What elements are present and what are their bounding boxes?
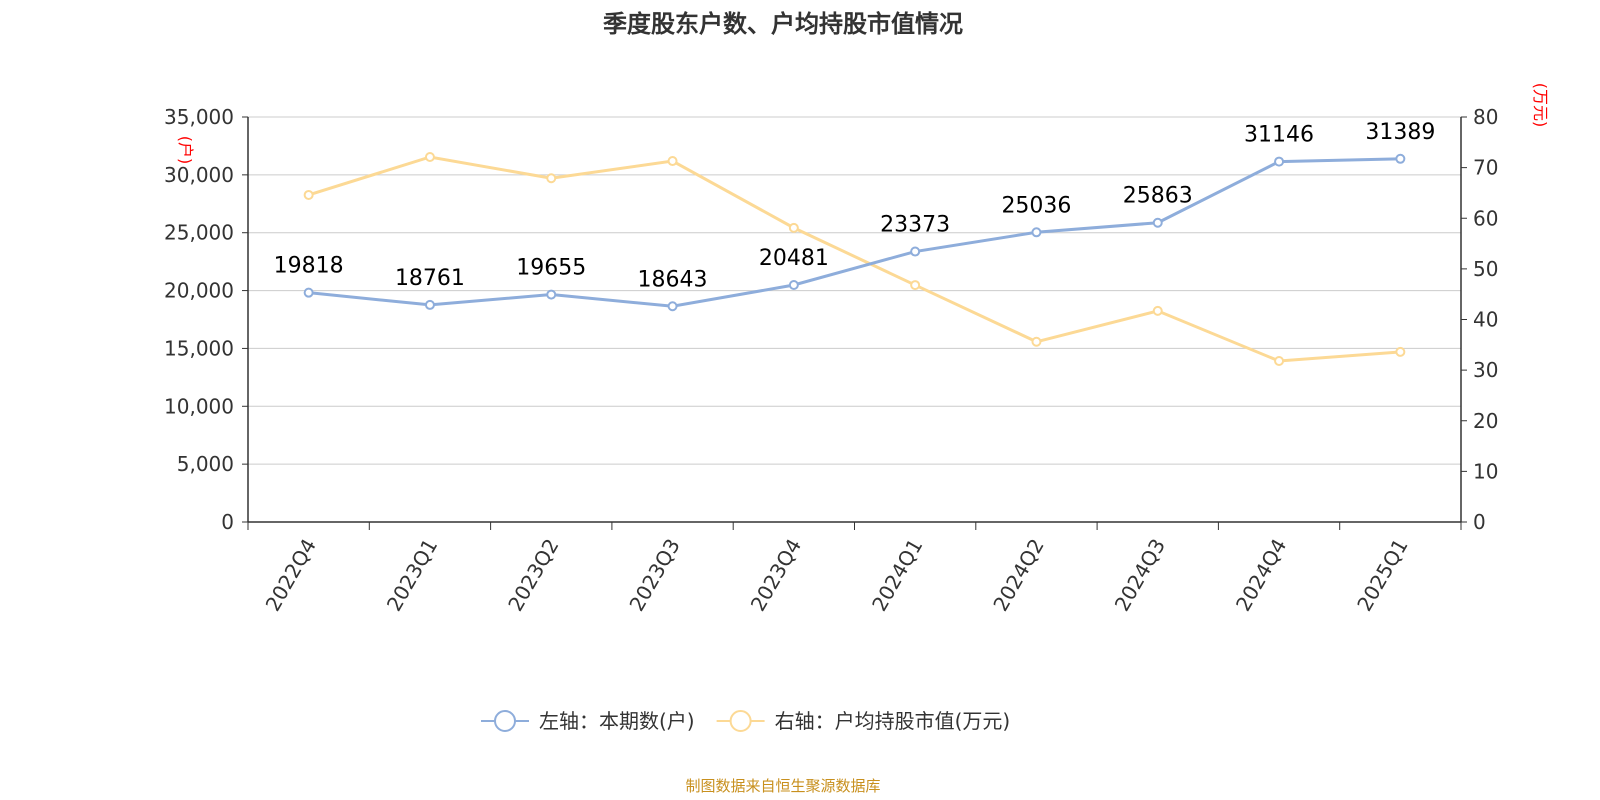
data-point [667,301,678,312]
left-tick-label: 5,000 [177,452,234,476]
source-note: 制图数据来自恒生聚源数据库 [685,777,880,795]
right-tick-label: 60 [1473,206,1498,230]
data-label: 31389 [1365,120,1435,145]
left-tick-label: 15,000 [164,336,234,360]
data-label: 18761 [395,266,465,291]
data-point [1031,336,1042,347]
left-tick-label: 0 [221,510,234,534]
legend-marker-icon [494,710,516,732]
left-tick-label: 30,000 [164,163,234,187]
legend-marker-icon [729,710,752,732]
chart-title: 季度股东户数、户均持股市值情况 [603,10,963,38]
data-point [303,189,314,200]
data-point [667,156,678,167]
data-point [910,280,921,291]
data-label: 25036 [1001,193,1071,218]
legend-label: 左轴：本期数(户) [539,709,695,733]
data-label: 20481 [759,246,829,271]
right-tick-label: 0 [1473,510,1486,534]
x-tick-label: 2024Q4 [1231,535,1291,616]
data-label: 25863 [1123,184,1193,209]
left-tick-label: 35,000 [164,105,234,129]
right-tick-label: 30 [1473,358,1498,382]
x-tick-label: 2024Q2 [988,535,1048,616]
series-line [308,157,1401,308]
left-tick-label: 20,000 [164,279,234,303]
x-tick-label: 2023Q4 [746,535,806,616]
data-point [1152,305,1163,316]
data-point [1152,217,1163,228]
left-tick-label: 10,000 [164,394,234,418]
right-tick-label: 40 [1473,308,1498,332]
x-tick-label: 2024Q3 [1110,535,1170,616]
right-tick-label: 80 [1473,105,1498,129]
x-tick-label: 2023Q2 [503,535,563,616]
data-point [303,287,314,298]
right-tick-label: 70 [1473,156,1498,180]
right-axis-unit: (万元) [1531,83,1550,128]
right-tick-label: 50 [1473,257,1498,281]
data-point [546,173,557,184]
series-line [308,155,1401,363]
data-label: 23373 [880,213,950,238]
x-tick-label: 2022Q4 [261,535,321,616]
x-tick-label: 2023Q3 [624,535,684,616]
data-point [788,280,799,291]
data-label: 18643 [638,267,708,292]
data-point [1274,156,1285,167]
data-point [424,299,435,310]
data-point [1395,346,1406,357]
data-point [1395,153,1406,164]
data-label: 19818 [274,254,344,279]
data-point [546,289,557,300]
x-tick-label: 2024Q1 [867,535,927,616]
right-tick-label: 10 [1473,459,1498,483]
left-axis-unit: (户) [176,136,195,165]
legend-label: 右轴：户均持股市值(万元) [775,709,1011,733]
data-point [788,222,799,233]
data-point [424,151,435,162]
data-label: 19655 [516,256,586,281]
data-point [1031,227,1042,238]
x-tick-label: 2023Q1 [382,535,442,616]
data-label: 31146 [1244,123,1314,148]
data-point [1274,356,1285,367]
x-tick-label: 2025Q1 [1352,535,1412,616]
right-tick-label: 20 [1473,409,1498,433]
data-point [910,246,921,257]
left-tick-label: 25,000 [164,221,234,245]
